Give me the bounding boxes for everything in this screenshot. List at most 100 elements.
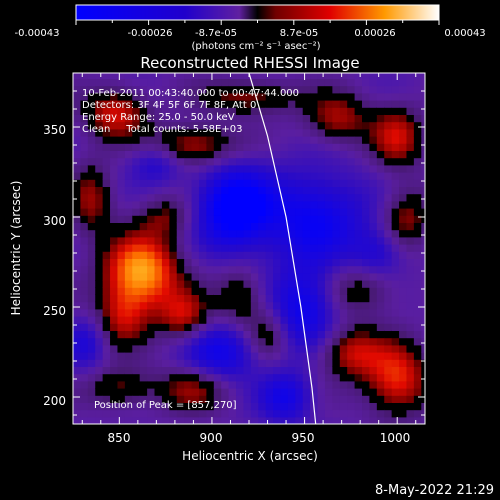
heatmap-cell	[102, 337, 111, 346]
heatmap-cell	[80, 193, 89, 202]
heatmap-cell	[399, 200, 408, 209]
heatmap-cell	[369, 352, 378, 360]
heatmap-cell	[124, 287, 133, 295]
heatmap-cell	[258, 193, 267, 202]
heatmap-cell	[147, 244, 156, 252]
heatmap-cell	[280, 114, 289, 123]
heatmap-cell	[310, 352, 319, 360]
heatmap-cell	[354, 380, 363, 389]
heatmap-cell	[95, 157, 104, 166]
heatmap-cell	[198, 330, 207, 339]
heatmap-cell	[228, 100, 237, 108]
heatmap-cell	[80, 150, 89, 159]
heatmap-cell	[243, 294, 252, 303]
heatmap-cell	[250, 402, 259, 411]
heatmap-cell	[169, 143, 178, 151]
heatmap-cell	[139, 157, 148, 166]
heatmap-cell	[95, 251, 104, 259]
heatmap-cell	[169, 330, 178, 339]
heatmap-cell	[198, 150, 207, 159]
heatmap-cell	[221, 352, 230, 360]
heatmap-cell	[391, 244, 400, 252]
heatmap-cell	[154, 287, 163, 295]
heatmap-cell	[213, 287, 222, 295]
heatmap-cell	[295, 92, 304, 101]
heatmap-cell	[221, 208, 230, 216]
heatmap-cell	[87, 301, 96, 310]
heatmap-cell	[324, 344, 333, 353]
heatmap-cell	[310, 229, 319, 238]
heatmap-cell	[206, 193, 215, 202]
heatmap-cell	[95, 215, 104, 223]
heatmap-cell	[369, 164, 378, 173]
heatmap-cell	[110, 157, 119, 166]
heatmap-cell	[191, 373, 200, 382]
heatmap-cell	[87, 280, 96, 288]
heatmap-cell	[95, 301, 104, 310]
heatmap-cell	[228, 73, 237, 79]
heatmap-cell	[117, 157, 126, 166]
heatmap-cell	[176, 92, 185, 101]
heatmap-cell	[228, 323, 237, 331]
heatmap-cell	[295, 330, 304, 339]
heatmap-cell	[206, 366, 215, 375]
heatmap-cell	[95, 308, 104, 317]
heatmap-cell	[80, 280, 89, 288]
heatmap-cell	[384, 107, 393, 115]
heatmap-cell	[324, 373, 333, 382]
heatmap-cell	[369, 366, 378, 375]
heatmap-cell	[391, 114, 400, 123]
heatmap-cell	[406, 215, 415, 223]
heatmap-cell	[369, 121, 378, 130]
heatmap-cell	[184, 85, 193, 94]
heatmap-cell	[80, 100, 89, 108]
heatmap-cell	[317, 157, 326, 166]
heatmap-cell	[132, 121, 141, 130]
heatmap-cell	[132, 395, 141, 403]
heatmap-cell	[317, 200, 326, 209]
heatmap-cell	[287, 359, 296, 367]
heatmap-cell	[339, 402, 348, 411]
heatmap-cell	[169, 92, 178, 101]
heatmap-cell	[87, 251, 96, 259]
heatmap-cell	[117, 352, 126, 360]
heatmap-cell	[117, 395, 126, 403]
heatmap-cell	[384, 229, 393, 238]
heatmap-cell	[139, 236, 148, 245]
heatmap-cell	[324, 380, 333, 389]
heatmap-cell	[236, 294, 245, 303]
heatmap-cell	[391, 179, 400, 187]
heatmap-cell	[95, 85, 104, 94]
heatmap-cell	[110, 402, 119, 411]
heatmap-cell	[87, 244, 96, 252]
heatmap-cell	[124, 294, 133, 303]
heatmap-cell	[399, 352, 408, 360]
heatmap-cell	[347, 294, 356, 303]
heatmap-cell	[302, 73, 311, 79]
heatmap-cell	[176, 121, 185, 130]
heatmap-cell	[176, 200, 185, 209]
heatmap-cell	[265, 121, 274, 130]
heatmap-cell	[184, 251, 193, 259]
heatmap-cell	[302, 251, 311, 259]
heatmap-cell	[147, 258, 156, 267]
heatmap-cell	[154, 280, 163, 288]
heatmap-cell	[362, 186, 371, 195]
heatmap-cell	[154, 366, 163, 375]
heatmap-cell	[384, 244, 393, 252]
heatmap-cell	[161, 388, 170, 396]
heatmap-cell	[324, 316, 333, 324]
heatmap-cell	[406, 352, 415, 360]
heatmap-cell	[184, 301, 193, 310]
y-axis-label: Heliocentric Y (arcsec)	[9, 181, 23, 316]
heatmap-cell	[191, 330, 200, 339]
heatmap-cell	[406, 73, 415, 79]
heatmap-cell	[206, 200, 215, 209]
heatmap-cell	[354, 280, 363, 288]
heatmap-cell	[87, 179, 96, 187]
heatmap-cell	[117, 229, 126, 238]
heatmap-cell	[102, 301, 111, 310]
heatmap-cell	[250, 388, 259, 396]
heatmap-cell	[139, 215, 148, 223]
heatmap-cell	[147, 265, 156, 274]
